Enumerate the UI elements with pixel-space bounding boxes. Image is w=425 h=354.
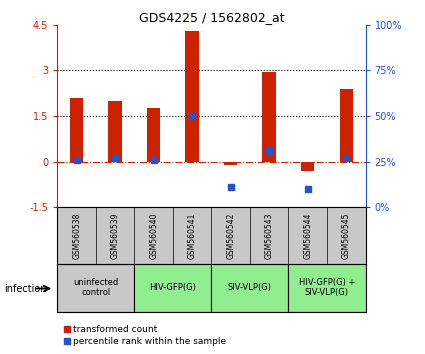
Text: GSM560539: GSM560539 bbox=[110, 212, 120, 259]
Text: HIV-GFP(G) +
SIV-VLP(G): HIV-GFP(G) + SIV-VLP(G) bbox=[299, 278, 355, 297]
Bar bbox=[301, 161, 314, 171]
Bar bbox=[224, 161, 238, 165]
Bar bbox=[70, 98, 83, 161]
Text: GSM560541: GSM560541 bbox=[188, 212, 197, 259]
Bar bbox=[185, 31, 199, 161]
Bar bbox=[340, 88, 353, 161]
Bar bbox=[263, 72, 276, 161]
Text: HIV-GFP(G): HIV-GFP(G) bbox=[150, 283, 196, 292]
Text: GSM560544: GSM560544 bbox=[303, 212, 312, 259]
Legend: transformed count, percentile rank within the sample: transformed count, percentile rank withi… bbox=[60, 321, 230, 349]
Text: GSM560538: GSM560538 bbox=[72, 212, 81, 259]
Bar bbox=[147, 108, 160, 161]
Text: GSM560543: GSM560543 bbox=[265, 212, 274, 259]
Text: infection: infection bbox=[4, 284, 47, 293]
Bar bbox=[211, 264, 289, 312]
Text: SIV-VLP(G): SIV-VLP(G) bbox=[228, 283, 272, 292]
Text: GSM560542: GSM560542 bbox=[226, 212, 235, 259]
Bar bbox=[289, 264, 366, 312]
Bar bbox=[57, 264, 134, 312]
Title: GDS4225 / 1562802_at: GDS4225 / 1562802_at bbox=[139, 11, 284, 24]
Bar bbox=[134, 264, 211, 312]
Text: uninfected
control: uninfected control bbox=[73, 278, 119, 297]
Bar bbox=[108, 101, 122, 161]
Text: GSM560545: GSM560545 bbox=[342, 212, 351, 259]
Text: GSM560540: GSM560540 bbox=[149, 212, 158, 259]
